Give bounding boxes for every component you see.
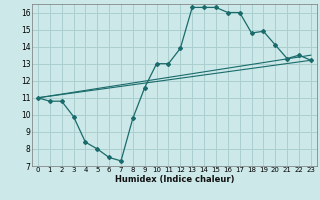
X-axis label: Humidex (Indice chaleur): Humidex (Indice chaleur) bbox=[115, 175, 234, 184]
